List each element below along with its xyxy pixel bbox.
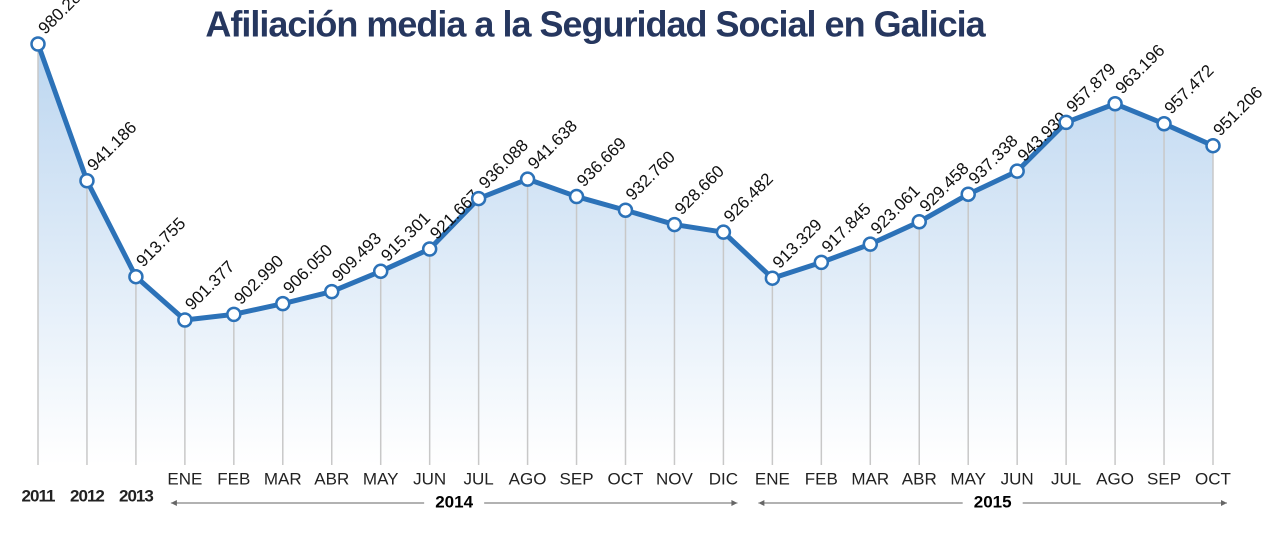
x-tick-label: ENE — [167, 469, 202, 488]
value-label: 932.760 — [622, 147, 679, 204]
point — [1058, 114, 1074, 131]
point — [128, 268, 144, 285]
x-tick-label: 2012 — [70, 486, 104, 505]
value-label: 936.669 — [573, 134, 630, 191]
x-tick-label: 2013 — [119, 486, 153, 505]
x-tick-label: OCT — [1195, 469, 1231, 488]
x-tick-label: MAY — [950, 469, 986, 488]
point — [275, 295, 291, 312]
x-tick-label: MAY — [363, 469, 399, 488]
x-tick-label: JUN — [413, 469, 446, 488]
group-label: 2014 — [435, 492, 473, 511]
point — [960, 186, 976, 202]
point — [30, 36, 46, 52]
value-label: 957.472 — [1161, 61, 1218, 118]
point — [666, 216, 683, 233]
point — [862, 236, 879, 252]
x-tick-label: FEB — [217, 469, 250, 488]
point — [1009, 163, 1025, 179]
point — [1107, 96, 1123, 112]
point — [519, 171, 536, 187]
value-label: 928.660 — [671, 162, 728, 219]
point — [1156, 116, 1172, 132]
value-label: 913.755 — [132, 214, 189, 271]
point — [715, 224, 732, 240]
x-tick-label: FEB — [805, 469, 838, 488]
x-tick-label: NOV — [656, 469, 694, 488]
value-label: 901.377 — [181, 257, 238, 314]
point — [324, 283, 340, 300]
x-tick-label: AGO — [1096, 469, 1134, 488]
value-label: 963.196 — [1112, 41, 1169, 98]
x-tick-label: JUL — [464, 469, 494, 488]
point — [813, 254, 830, 271]
point — [617, 202, 634, 218]
point — [1205, 137, 1221, 154]
x-tick-label: ENE — [755, 469, 790, 488]
x-tick-label: 2011 — [22, 486, 55, 505]
x-tick-label: AGO — [509, 469, 547, 488]
point — [421, 241, 438, 257]
point — [568, 188, 585, 205]
x-tick-label: OCT — [608, 469, 644, 488]
x-tick-label: JUL — [1051, 469, 1081, 488]
value-label: 941.186 — [84, 118, 141, 175]
point — [372, 263, 389, 280]
point — [470, 190, 487, 207]
group-label: 2015 — [974, 492, 1012, 511]
x-tick-label: ABR — [902, 469, 937, 488]
point — [226, 306, 242, 323]
x-tick-label: ABR — [314, 469, 349, 488]
x-tick-label: SEP — [560, 469, 594, 488]
value-label: 941.638 — [524, 116, 581, 173]
chart-title: Afiliación media a la Seguridad Social e… — [205, 4, 986, 45]
point — [911, 214, 927, 230]
value-label: 951.206 — [1210, 83, 1267, 140]
value-label: 926.482 — [720, 169, 777, 226]
x-tick-label: JUN — [1001, 469, 1034, 488]
x-tick-label: SEP — [1147, 469, 1181, 488]
point — [764, 270, 781, 286]
point — [79, 172, 95, 189]
x-tick-label: MAR — [851, 469, 889, 488]
x-tick-label: DIC — [709, 469, 738, 488]
point — [177, 312, 193, 328]
x-tick-label: MAR — [264, 469, 302, 488]
value-label: 980.280 — [35, 0, 92, 38]
